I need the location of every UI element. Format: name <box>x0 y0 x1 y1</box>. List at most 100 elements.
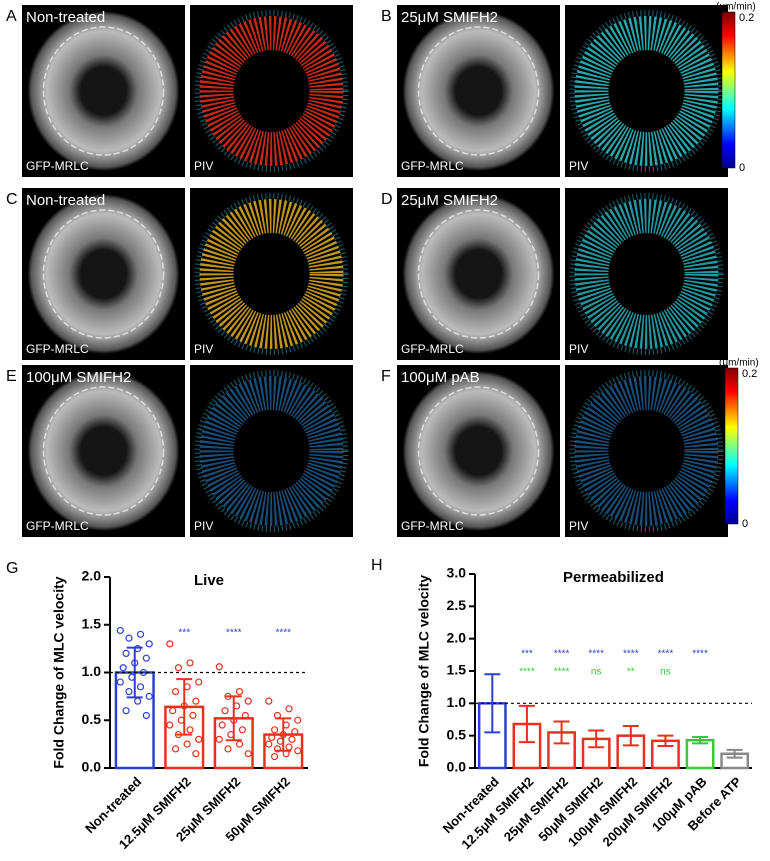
image-caption: PIV <box>569 159 588 173</box>
significance-label: **** <box>554 667 570 678</box>
data-point <box>192 697 200 705</box>
chart-title: Live <box>194 572 224 589</box>
data-point <box>166 640 174 648</box>
data-point <box>195 678 203 686</box>
y-tick-label: 1.0 <box>82 663 102 679</box>
piv-ring <box>574 199 719 349</box>
image-caption: GFP-MRLC <box>401 519 464 533</box>
error-bar <box>692 735 709 745</box>
significance-label: *** <box>521 649 533 660</box>
data-point <box>285 705 293 713</box>
y-tick-label: 0.5 <box>82 711 102 727</box>
significance-label: ns <box>591 667 602 678</box>
y-tick-label: 2.0 <box>447 629 467 645</box>
cell-ring <box>27 194 180 354</box>
piv-ring <box>574 16 719 166</box>
piv-ring-outer <box>569 370 724 532</box>
data-point <box>136 683 145 691</box>
data-point <box>221 707 229 715</box>
data-point <box>235 740 244 748</box>
significance-label: *** <box>178 628 190 639</box>
cell-ring <box>27 11 180 171</box>
panel-letter: D <box>381 191 393 208</box>
colorbar-max: 0.2 <box>742 368 757 380</box>
colorbar-min: 0 <box>742 518 748 530</box>
data-point <box>224 745 232 753</box>
data-point <box>238 726 247 734</box>
cell-fibers <box>42 386 165 516</box>
cell-fibers <box>417 26 540 156</box>
data-point <box>145 640 153 648</box>
data-point <box>183 740 191 748</box>
data-point <box>218 721 226 729</box>
significance-label: **** <box>588 649 604 660</box>
data-point <box>171 687 180 696</box>
colorbar-unit: (μm/min) <box>716 2 756 13</box>
image-caption: GFP-MRLC <box>26 519 89 533</box>
piv-ring-outer <box>569 193 724 355</box>
data-point <box>285 743 293 751</box>
data-point <box>142 711 150 720</box>
image-label: 100μM pAB <box>401 369 480 386</box>
data-point <box>116 678 124 686</box>
data-point <box>192 750 200 758</box>
data-point <box>189 711 197 720</box>
error-bar <box>518 704 535 744</box>
image-caption: PIV <box>194 519 213 533</box>
image-label: Non-treated <box>26 9 105 26</box>
data-point <box>288 735 296 743</box>
image-caption: GFP-MRLC <box>401 159 464 173</box>
piv-ring <box>574 376 719 526</box>
y-axis-label: Fold Change of MLC velocity <box>416 575 432 767</box>
significance-label: ns <box>660 667 671 678</box>
y-tick-label: 0.5 <box>447 726 467 742</box>
data-point <box>122 707 130 715</box>
cell-fibers <box>417 209 540 339</box>
y-tick-label: 2.0 <box>82 568 102 584</box>
data-point <box>215 663 223 671</box>
data-point <box>291 728 299 736</box>
image-caption: GFP-MRLC <box>26 342 89 356</box>
data-point <box>268 733 276 742</box>
image-caption: GFP-MRLC <box>26 159 89 173</box>
data-point <box>270 726 279 734</box>
image-label: 25μM SMIFH2 <box>401 9 498 26</box>
y-tick-label: 1.5 <box>82 615 102 631</box>
piv-ring-outer <box>194 193 349 355</box>
image-label: Non-treated <box>26 192 105 209</box>
error-bar <box>553 720 570 745</box>
data-point <box>186 659 194 667</box>
data-point <box>186 726 194 734</box>
error-bar <box>225 695 242 742</box>
image-label: 100μM SMIFH2 <box>26 369 131 386</box>
y-tick-label: 0.0 <box>447 759 467 775</box>
data-point <box>116 626 124 635</box>
colorbar-min: 0 <box>739 162 745 174</box>
image-caption: PIV <box>569 342 588 356</box>
error-bar <box>588 729 605 749</box>
colorbar-max: 0.2 <box>739 12 754 24</box>
significance-label: **** <box>275 628 291 639</box>
piv-ring <box>199 16 344 166</box>
cell-ring <box>402 194 555 354</box>
panel-letter: G <box>6 560 18 577</box>
data-point <box>270 752 279 761</box>
significance-label: **** <box>226 628 242 639</box>
colorbar <box>724 367 739 525</box>
data-point <box>125 687 133 696</box>
error-bar <box>275 717 292 752</box>
data-point <box>134 697 142 705</box>
significance-label: **** <box>519 667 535 678</box>
data-point <box>265 740 273 748</box>
panel-letter: F <box>381 368 391 385</box>
data-point <box>195 735 203 743</box>
error-bar <box>484 673 501 734</box>
panel-letter: E <box>6 368 17 385</box>
data-point <box>294 716 302 724</box>
panel-letter: A <box>6 8 17 25</box>
cell-fibers <box>417 386 540 516</box>
error-bar <box>657 734 674 748</box>
piv-ring <box>199 199 344 349</box>
y-tick-label: 3.0 <box>447 565 467 581</box>
